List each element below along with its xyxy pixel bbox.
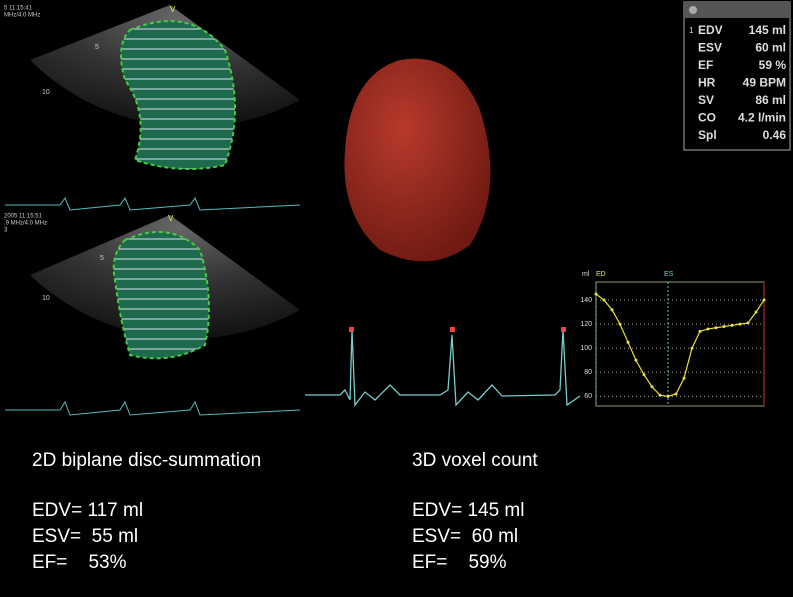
measurement-value: 60 ml <box>755 41 786 55</box>
volume-point <box>610 308 614 312</box>
figure: 5 11:15:41 MHz/4.0 MHz 5 10 V 2005 11:15… <box>4 1 791 416</box>
measurement-label: ESV <box>698 41 722 55</box>
volume-chart: 60 80 100 120 140 ml ED ES <box>580 271 766 407</box>
measurement-label: Spl <box>698 128 717 142</box>
volume-point <box>642 373 646 377</box>
measurement-label: SV <box>698 93 714 107</box>
echo-header: .9 MHz/4.0 MHz <box>4 221 47 227</box>
summary-line: ESV= 60 ml <box>412 526 519 547</box>
depth-label: 5 <box>100 255 104 262</box>
marker-label: ES <box>664 271 674 278</box>
measurement-value: 49 BPM <box>743 76 786 90</box>
summary-line: ESV= 55 ml <box>32 526 139 547</box>
volume-point <box>602 298 606 302</box>
summary-line: EDV= 145 ml <box>412 500 525 521</box>
measurement-value: 86 ml <box>755 93 786 107</box>
depth-label: 10 <box>42 89 50 96</box>
lv-3d-model <box>344 58 491 262</box>
panel-icon <box>689 6 697 14</box>
volume-point <box>682 376 686 380</box>
y-tick-label: 80 <box>584 369 592 376</box>
lv-trace <box>112 231 210 360</box>
volume-point <box>666 394 670 398</box>
echo-header: 3 <box>4 228 8 234</box>
lv-trace <box>120 20 236 170</box>
volume-point <box>714 326 718 330</box>
measurement-label: EDV <box>698 23 723 37</box>
unit-label: ml <box>582 271 590 278</box>
marker: V <box>168 214 174 223</box>
volume-point <box>626 340 630 344</box>
volume-point <box>722 325 726 329</box>
volume-point <box>706 327 710 331</box>
echo-header: 5 11:15:41 <box>4 6 33 12</box>
measurement-label: HR <box>698 76 716 90</box>
depth-label: 5 <box>95 44 99 51</box>
panel-header <box>684 2 790 18</box>
measurement-index: 1 <box>689 26 694 35</box>
measurement-value: 59 % <box>759 58 787 72</box>
ecg-marker <box>561 327 566 332</box>
measurement-value: 0.46 <box>763 128 787 142</box>
measurement-label: EF <box>698 58 713 72</box>
y-tick-label: 120 <box>580 321 592 328</box>
y-tick-label: 60 <box>584 393 592 400</box>
echo-header: 2005 11:15:51 <box>4 214 43 220</box>
summary-line: EF= 53% <box>32 552 127 573</box>
ecg-strip <box>5 196 301 211</box>
marker-label: ED <box>596 271 606 278</box>
volume-point <box>730 323 734 327</box>
summary-line: EDV= 117 ml <box>32 500 144 521</box>
volume-point <box>762 298 766 302</box>
volume-point <box>618 322 622 326</box>
volume-point <box>738 322 742 326</box>
measurement-label: CO <box>698 111 716 125</box>
ecg-marker <box>349 327 354 332</box>
measurement-value: 145 ml <box>749 23 786 37</box>
volume-point <box>690 346 694 350</box>
volume-curve <box>595 293 765 397</box>
volume-point <box>594 292 598 296</box>
measurement-panel <box>683 1 791 151</box>
volume-point <box>658 393 662 397</box>
ecg-trace <box>305 329 581 407</box>
volume-point <box>650 385 654 389</box>
summary-title: 3D voxel count <box>412 450 538 471</box>
summary-line: EF= 59% <box>412 552 507 573</box>
volume-point <box>698 329 702 333</box>
volume-point <box>634 358 638 362</box>
ecg-marker <box>450 327 455 332</box>
volume-point <box>674 392 678 396</box>
depth-label: 10 <box>42 295 50 302</box>
measurement-value: 4.2 l/min <box>738 111 786 125</box>
volume-point <box>746 321 750 325</box>
marker: V <box>170 5 176 14</box>
volume-point <box>754 310 758 314</box>
ecg-strip <box>5 400 301 416</box>
echo-header: MHz/4.0 MHz <box>4 13 40 19</box>
y-tick-label: 100 <box>580 345 592 352</box>
summary-title: 2D biplane disc-summation <box>32 450 262 471</box>
y-tick-label: 140 <box>580 297 592 304</box>
